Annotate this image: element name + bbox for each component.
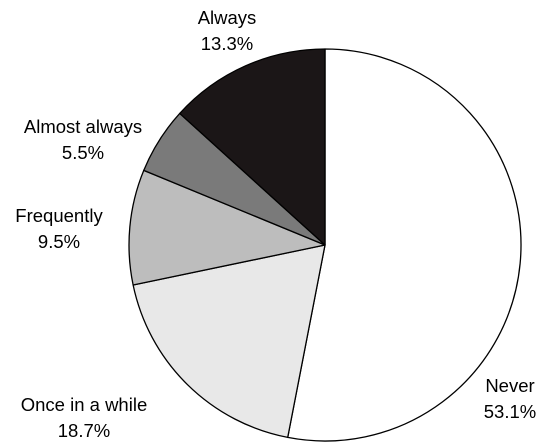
- pie-slice-frequently: [128, 169, 326, 286]
- slice-label: Frequently: [15, 205, 103, 226]
- pie-slices: [128, 48, 522, 442]
- slice-value-label: 5.5%: [62, 142, 104, 163]
- pie-slice-always: [179, 48, 326, 246]
- slice-label: Never: [485, 375, 534, 396]
- pie-labels: Never 53.1% Once in a while 18.7% Frequently…: [15, 7, 536, 441]
- slice-value-label: 13.3%: [201, 33, 253, 54]
- slice-value-label: 18.7%: [58, 420, 110, 441]
- pie-slice-once-in-a-while: [132, 244, 326, 439]
- slice-label: Always: [198, 7, 257, 28]
- pie-slice-never: [287, 48, 522, 442]
- slice-label: Once in a while: [21, 394, 147, 415]
- slice-value-label: 9.5%: [38, 231, 80, 252]
- slice-value-label: 53.1%: [484, 401, 536, 422]
- slice-label: Almost always: [24, 116, 142, 137]
